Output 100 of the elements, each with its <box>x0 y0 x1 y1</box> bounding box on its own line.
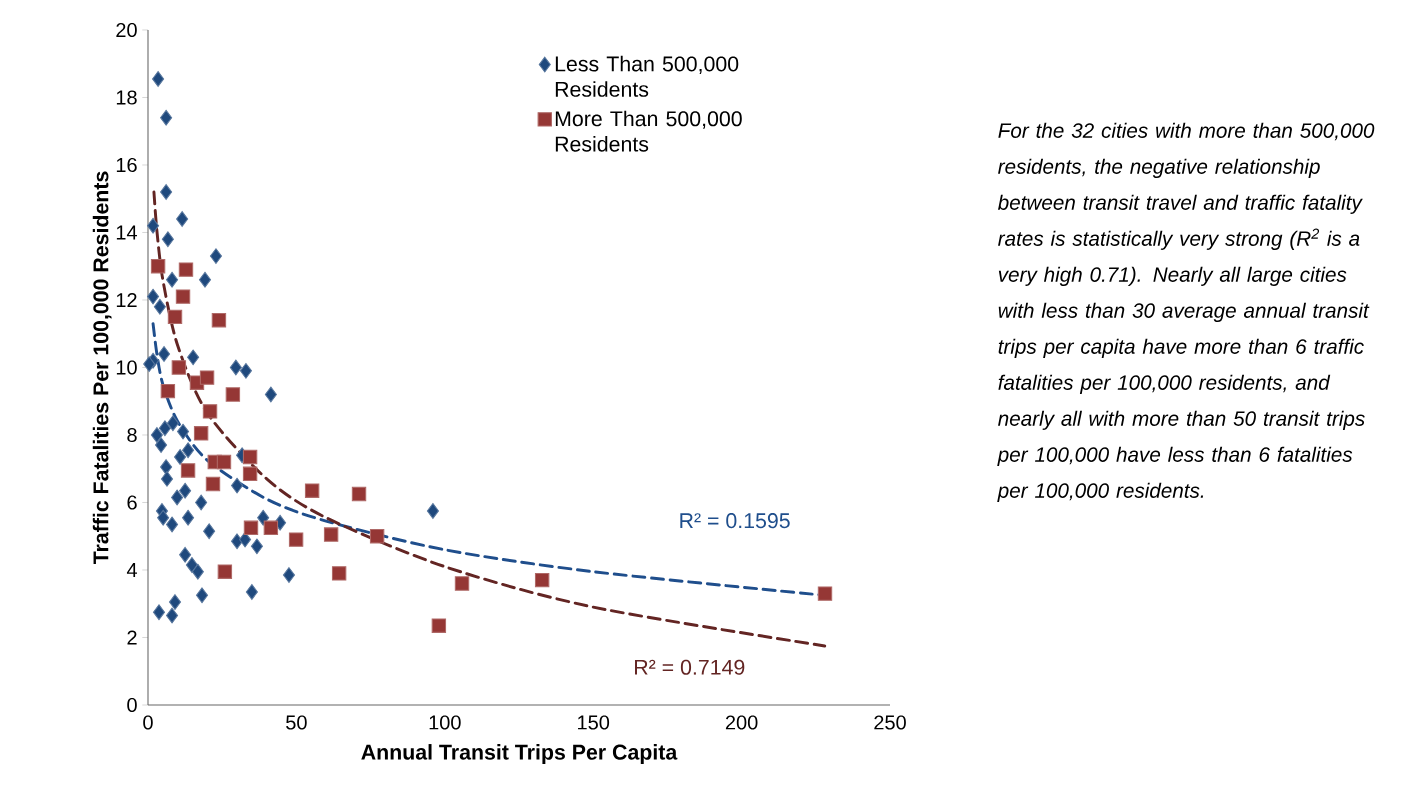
point <box>168 594 182 610</box>
point <box>817 586 833 601</box>
x-tick-label: 50 <box>286 715 307 730</box>
point <box>152 71 165 87</box>
point <box>171 360 187 375</box>
point <box>150 259 166 274</box>
point <box>217 564 233 579</box>
point <box>369 529 385 544</box>
legend-label: More Than 500,000 Residents <box>555 110 742 152</box>
x-tick-label: 100 <box>429 715 461 730</box>
text: For the 32 cities with more than 500,000 residents, the negative relationship between transit travel and traffic fatality rates is statistically very strong (R$^{2}$ is a very high 0.71). Nearly all large cities with less than 30 average annual transit trips per capita have more than 6 traffic fatalities per 100,000 residents, and nearly all with more than 50 transit trips per 100,000 have less than 6 fatalities per 100,000 residents. <box>997 122 1375 502</box>
point <box>534 572 550 588</box>
point <box>351 486 367 502</box>
y-tick-label: 4 <box>126 563 138 577</box>
point <box>203 523 216 540</box>
point <box>158 420 171 437</box>
point <box>211 313 227 328</box>
point <box>167 309 183 325</box>
y-axis-title: Traffic Fatalities Per 100,000 Residents <box>92 171 112 565</box>
y-tick-label: 8 <box>127 427 137 443</box>
point <box>205 476 221 492</box>
x-tick-label: 0 <box>143 715 153 730</box>
point <box>180 463 196 478</box>
point <box>331 566 347 581</box>
point <box>257 509 270 526</box>
annotation: R² = 0.7149 <box>635 659 745 675</box>
point <box>454 576 470 591</box>
y-tick-label: 14 <box>116 225 138 240</box>
point <box>209 248 223 264</box>
point <box>178 262 194 277</box>
point <box>216 454 232 470</box>
point <box>191 563 204 580</box>
y-tick-label: 6 <box>127 495 137 510</box>
y-tick-label: 10 <box>116 360 137 375</box>
point <box>166 271 179 288</box>
point <box>157 509 170 526</box>
point <box>264 386 277 403</box>
point <box>176 423 190 440</box>
point <box>239 363 252 379</box>
y-tick-label: 20 <box>116 22 137 38</box>
point <box>202 404 218 419</box>
point <box>175 289 191 304</box>
point <box>171 489 184 506</box>
point <box>193 426 209 441</box>
y-tick-label: 12 <box>116 293 137 307</box>
point <box>174 449 187 465</box>
y-tick-label: 2 <box>127 630 137 645</box>
point <box>225 387 241 402</box>
point <box>161 231 174 248</box>
point <box>150 427 163 443</box>
point <box>250 538 263 555</box>
y-tick-label: 18 <box>116 90 137 105</box>
x-axis-title: Annual Transit Trips Per Capita <box>361 744 678 764</box>
point <box>288 532 304 547</box>
point <box>182 509 195 526</box>
point <box>166 415 179 432</box>
point <box>179 482 192 499</box>
point <box>187 349 200 366</box>
point <box>195 587 209 604</box>
point <box>195 494 208 511</box>
point <box>243 520 259 536</box>
point <box>147 217 160 234</box>
point <box>160 184 173 200</box>
point <box>179 546 192 563</box>
point <box>231 477 244 494</box>
legend-label: Less Than 500,000 Residents <box>555 55 739 97</box>
annotation: R² = 0.1595 <box>680 513 790 529</box>
point <box>147 288 160 305</box>
point <box>176 211 189 227</box>
y-tick-label: 16 <box>116 157 137 173</box>
point <box>199 370 215 385</box>
point <box>263 520 279 536</box>
point <box>143 356 156 372</box>
point <box>157 346 171 362</box>
point <box>155 437 168 453</box>
point <box>153 298 166 315</box>
point <box>166 607 179 624</box>
point <box>242 466 258 482</box>
point <box>182 442 195 459</box>
point <box>431 618 447 633</box>
point <box>304 483 320 498</box>
point <box>282 567 296 583</box>
point <box>245 584 258 600</box>
point <box>198 271 212 288</box>
point <box>426 503 439 519</box>
point <box>229 359 242 376</box>
point <box>152 604 166 621</box>
y-tick-label: 0 <box>127 697 137 713</box>
point <box>160 383 176 399</box>
point <box>242 449 258 465</box>
point <box>160 109 173 126</box>
point <box>160 471 174 487</box>
point <box>239 531 252 548</box>
point <box>166 516 179 533</box>
point <box>160 459 173 475</box>
point <box>323 527 339 542</box>
x-tick-label: 250 <box>874 715 906 730</box>
x-tick-label: 150 <box>578 715 610 730</box>
x-tick-label: 200 <box>725 715 758 730</box>
point <box>185 557 198 573</box>
